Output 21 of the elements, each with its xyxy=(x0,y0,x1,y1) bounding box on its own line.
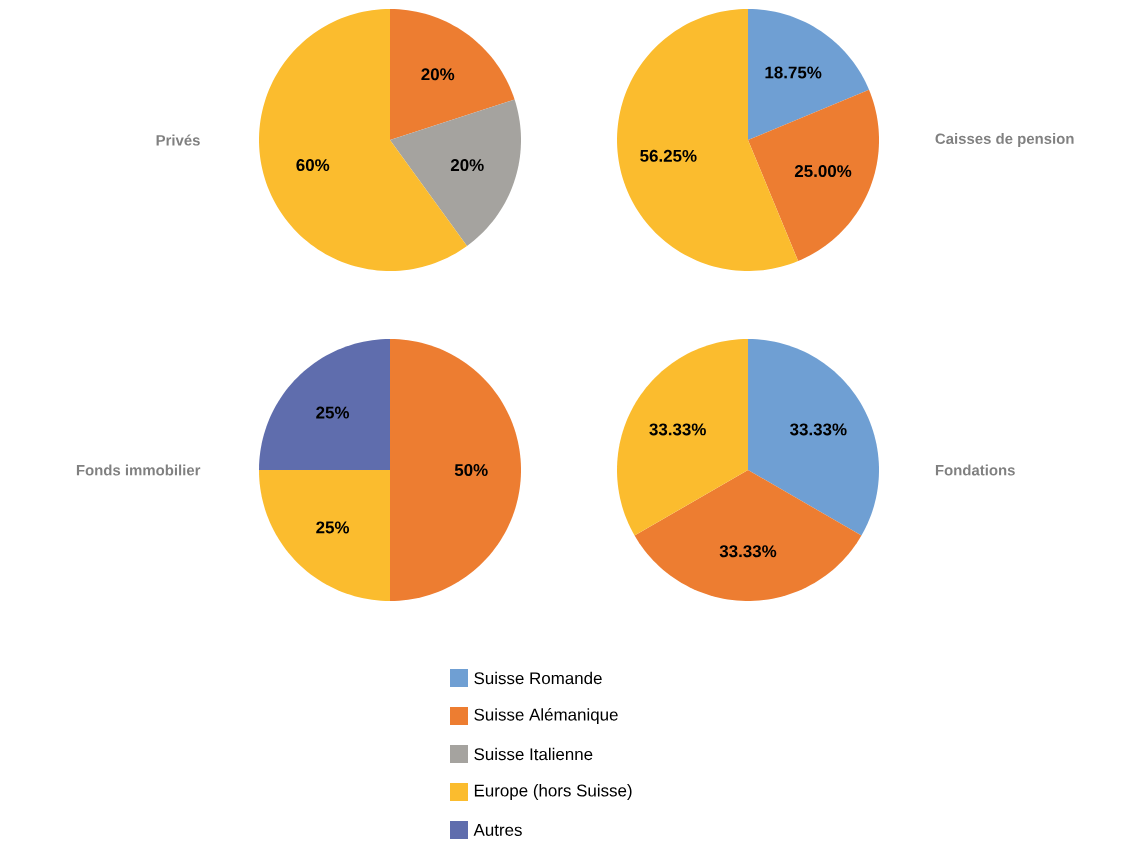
text: Fondations xyxy=(935,464,1015,476)
data-label: 33.33% xyxy=(790,423,847,436)
text: Fonds immobilier xyxy=(76,464,201,476)
data-label: 20% xyxy=(421,68,455,81)
data-label: 50% xyxy=(454,464,488,477)
data-label: 25.00% xyxy=(794,165,852,178)
legend-label: Europe (hors Suisse) xyxy=(474,784,632,800)
data-label: 33.33% xyxy=(719,545,777,558)
data-label: 56.25% xyxy=(640,149,697,162)
data-label: 60% xyxy=(296,159,330,172)
legend-label: Suisse Alémanique xyxy=(474,708,618,725)
data-label: 18.75% xyxy=(765,66,822,79)
data-label: 33.33% xyxy=(649,423,706,436)
text: Privés xyxy=(156,134,200,146)
text: Caisses de pension xyxy=(935,133,1074,147)
data-label: 25% xyxy=(316,406,350,419)
data-label: 25% xyxy=(316,521,350,534)
legend-label: Suisse Romande xyxy=(474,671,602,685)
data-label: 20% xyxy=(450,159,484,172)
legend-label: Suisse Italienne xyxy=(474,747,593,761)
legend-label: Autres xyxy=(473,824,522,836)
